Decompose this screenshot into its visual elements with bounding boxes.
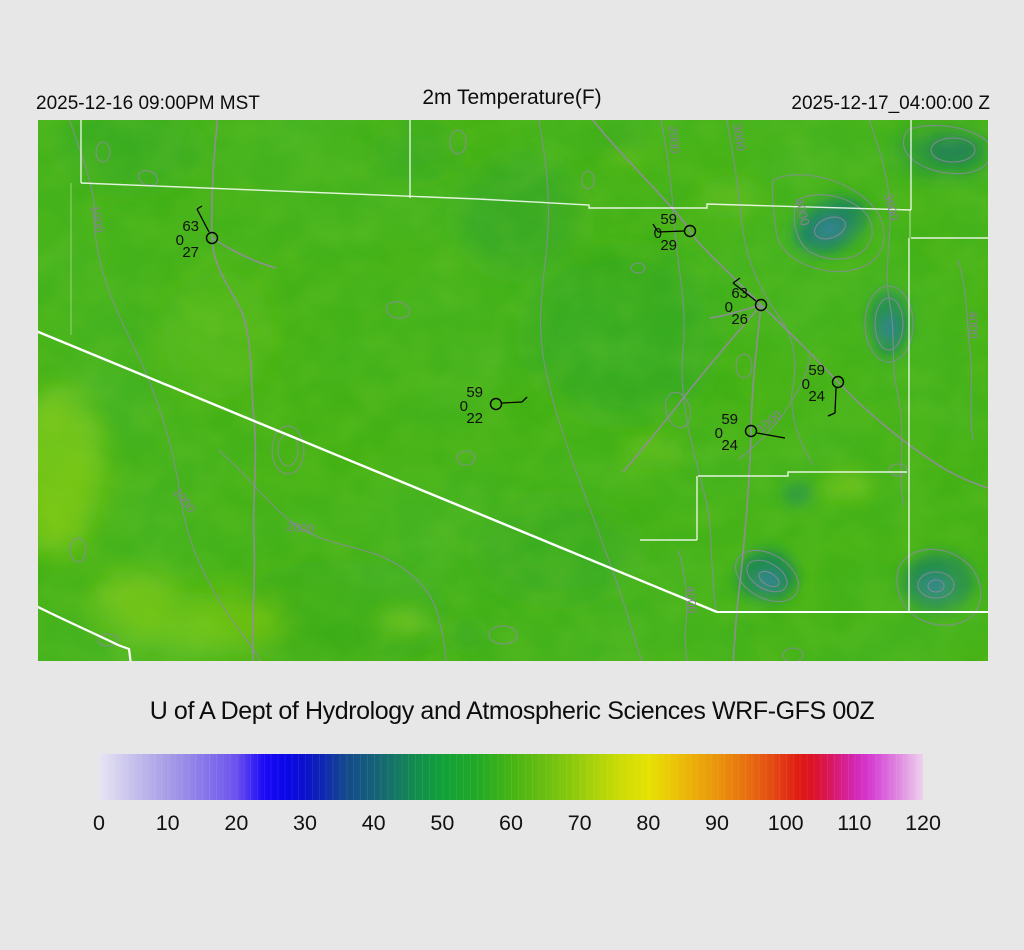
wind-barb-shaft bbox=[834, 387, 837, 414]
colorbar-tick-label: 120 bbox=[905, 811, 941, 835]
borders bbox=[38, 120, 988, 661]
colorbar-tick-label: 110 bbox=[837, 811, 872, 835]
station-temperature: 63 bbox=[182, 218, 199, 235]
station-temperature: 59 bbox=[721, 411, 738, 428]
colorbar-tick-label: 30 bbox=[293, 811, 317, 835]
station-cover: 0 bbox=[802, 376, 810, 393]
elevation-contour-label: 1000 bbox=[87, 204, 106, 234]
station-dewpoint: 26 bbox=[731, 311, 748, 328]
elevation-contours bbox=[69, 120, 988, 661]
elevation-contour-label: 3000 bbox=[730, 122, 749, 152]
station-circle bbox=[205, 231, 219, 245]
wind-barb-shaft bbox=[657, 230, 685, 233]
station-cover: 0 bbox=[715, 425, 723, 442]
temperature-colorbar bbox=[99, 754, 923, 800]
elevation-contour-label: 2000 bbox=[666, 125, 682, 154]
elevation-contour-label: 2000 bbox=[286, 520, 315, 537]
station-dewpoint: 24 bbox=[721, 437, 738, 454]
elevation-contour-label: 4000 bbox=[683, 585, 699, 614]
station-circle bbox=[683, 224, 697, 238]
station-temperature: 59 bbox=[660, 211, 677, 228]
elevation-contour-label: 4000 bbox=[792, 197, 813, 228]
map-canvas: 1000 1000 2000 2000 3000 4000 3000 4000 1000 4000… bbox=[38, 120, 988, 661]
station-cover: 0 bbox=[460, 398, 468, 415]
colorbar-tick-label: 40 bbox=[361, 811, 386, 835]
wind-barb-shaft bbox=[732, 282, 757, 302]
colorbar-banding bbox=[99, 754, 923, 800]
station-dewpoint: 24 bbox=[808, 388, 825, 405]
station-cover: 0 bbox=[725, 299, 733, 316]
wind-barb-shaft bbox=[196, 208, 210, 233]
station-temperature: 63 bbox=[731, 285, 748, 302]
elevation-contour-label: 3000 bbox=[881, 192, 901, 222]
station-circle bbox=[744, 424, 758, 438]
colorbar-tick-label: 20 bbox=[224, 811, 249, 835]
colorbar-tick-label: 50 bbox=[430, 811, 455, 835]
credit-line: U of A Dept of Hydrology and Atmospheric… bbox=[149, 697, 875, 725]
station-temperature: 59 bbox=[466, 384, 483, 401]
page-title: 2m Temperature(F) bbox=[422, 86, 602, 109]
station-dewpoint: 29 bbox=[660, 237, 677, 254]
station-circle bbox=[754, 298, 768, 312]
colorbar-tick-label: 0 bbox=[93, 811, 105, 835]
wind-barb-tick bbox=[732, 277, 741, 284]
colorbar-tick-label: 60 bbox=[499, 811, 523, 835]
colorbar-tick-label: 80 bbox=[636, 811, 661, 835]
station-dewpoint: 22 bbox=[466, 410, 483, 427]
wind-barb-tick bbox=[521, 396, 528, 403]
wind-barb-tick bbox=[196, 205, 203, 210]
station-cover: 0 bbox=[176, 232, 184, 249]
station-cover: 0 bbox=[654, 225, 662, 242]
wind-barb-tick bbox=[652, 223, 659, 233]
valid-time-utc: 2025-12-17_04:00:00 Z bbox=[791, 93, 990, 114]
station-temperature: 59 bbox=[808, 362, 825, 379]
colorbar-tick-label: 70 bbox=[567, 811, 592, 835]
station-dewpoint: 27 bbox=[182, 244, 199, 261]
wind-barb-shaft bbox=[756, 432, 786, 439]
valid-time-local: 2025-12-16 09:00PM MST bbox=[36, 93, 260, 114]
wind-barb-shaft bbox=[501, 401, 523, 404]
colorbar-tick-label: 90 bbox=[705, 811, 729, 835]
elevation-contour-label: 4000 bbox=[966, 311, 981, 339]
station-circle bbox=[831, 375, 845, 389]
colorbar-tick-label: 100 bbox=[767, 811, 804, 835]
station-circle bbox=[489, 397, 503, 411]
colorbar-tick-label: 10 bbox=[155, 811, 180, 835]
field-mottle-fine bbox=[38, 120, 988, 661]
wind-barb-tick bbox=[827, 412, 836, 417]
